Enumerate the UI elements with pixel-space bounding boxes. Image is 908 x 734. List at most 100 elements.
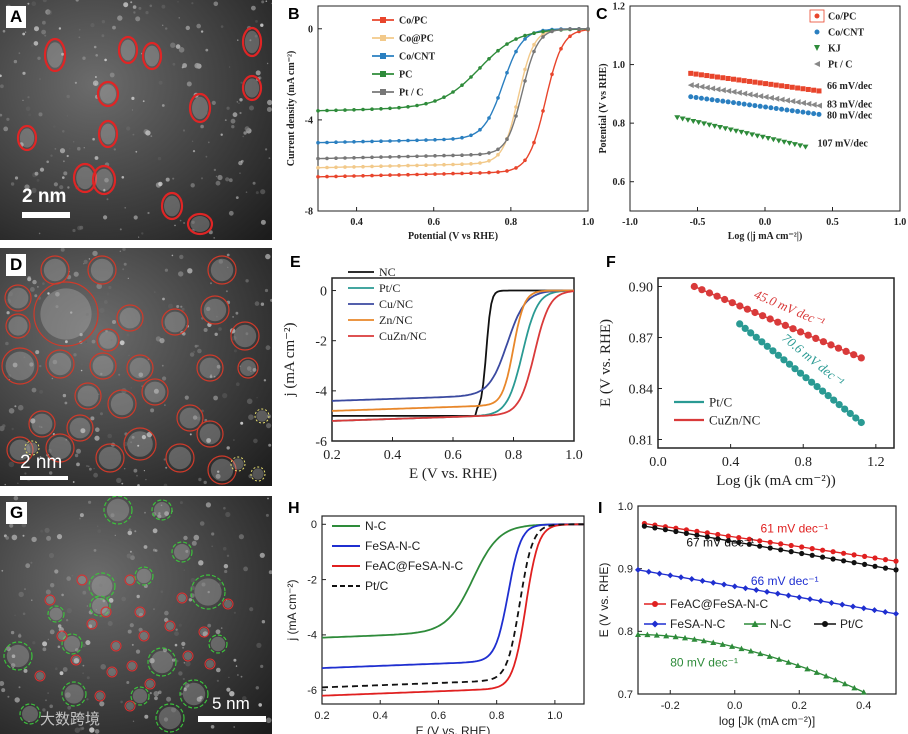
atom-speckle — [66, 576, 71, 581]
slope-label: 66 mV dec⁻¹ — [751, 574, 819, 588]
cluster-spot — [252, 468, 264, 480]
atom-speckle — [72, 228, 76, 233]
atom-speckle — [238, 102, 240, 104]
marker-circle — [176, 592, 188, 604]
series-marker — [406, 154, 410, 159]
atom-speckle — [70, 311, 73, 314]
series-marker — [487, 151, 491, 155]
atom-speckle — [64, 401, 68, 405]
cluster-spot — [210, 258, 234, 282]
series-marker — [743, 131, 750, 137]
atom-speckle — [46, 535, 52, 541]
series-marker — [690, 282, 698, 291]
series-marker — [379, 139, 383, 143]
atom-speckle — [51, 377, 54, 380]
atom-speckle — [165, 466, 168, 469]
atom-speckle — [86, 676, 90, 680]
atom-speckle — [154, 696, 158, 701]
atom-speckle — [131, 643, 134, 646]
atom-speckle — [251, 5, 256, 11]
series-marker — [653, 632, 660, 638]
slope-label: 45.0 mV dec⁻¹ — [752, 286, 827, 329]
series-marker — [433, 163, 437, 167]
series-marker — [316, 156, 320, 161]
series-marker — [807, 596, 813, 603]
series-marker — [433, 154, 437, 158]
atom-speckle — [75, 0, 79, 2]
atom-speckle — [119, 340, 125, 346]
series-marker — [397, 164, 401, 168]
atom-speckle — [31, 44, 34, 47]
x-tick-label: 0.8 — [794, 455, 812, 470]
cluster-spot — [72, 656, 80, 664]
series-marker — [460, 83, 464, 87]
atom-speckle — [5, 646, 11, 652]
atom-speckle — [25, 106, 31, 112]
atom-speckle — [61, 593, 64, 597]
cluster-spot — [96, 692, 104, 700]
series-marker — [514, 105, 518, 109]
atom-speckle — [270, 298, 272, 302]
series-marker — [352, 140, 356, 144]
marker-circle — [106, 666, 118, 678]
panel-label-f: F — [606, 254, 616, 271]
atom-speckle — [31, 187, 37, 193]
series-marker — [397, 154, 401, 159]
legend-label: Co@PC — [399, 34, 434, 45]
series-marker — [514, 49, 518, 54]
marker-circle — [47, 605, 65, 623]
atom-speckle — [216, 679, 219, 682]
cluster-spot — [112, 642, 120, 650]
atom-speckle — [126, 126, 131, 131]
atom-speckle — [92, 137, 95, 141]
atom-speckle — [61, 52, 65, 56]
cluster-spot — [244, 30, 260, 54]
cluster-spot — [233, 324, 257, 348]
atom-speckle — [47, 692, 49, 694]
y-tick-label: -8 — [305, 207, 313, 218]
atom-speckle — [226, 106, 230, 110]
atom-speckle — [160, 504, 163, 507]
atom-speckle — [162, 24, 164, 26]
atom-speckle — [211, 545, 213, 548]
atom-speckle — [145, 130, 151, 136]
atom-speckle — [77, 225, 82, 231]
series-marker — [753, 587, 760, 594]
atom-speckle — [54, 569, 59, 574]
atom-speckle — [246, 398, 253, 405]
atom-speckle — [270, 2, 272, 5]
atom-speckle — [50, 583, 55, 588]
atom-speckle — [130, 387, 133, 389]
atom-speckle — [138, 627, 143, 632]
atom-speckle — [150, 135, 153, 138]
atom-speckle — [3, 126, 9, 132]
atom-speckle — [44, 527, 50, 533]
series-marker — [725, 533, 731, 539]
series-marker — [406, 172, 410, 177]
atom-speckle — [34, 294, 38, 298]
y-tick-label: -4 — [307, 630, 317, 642]
atom-speckle — [196, 23, 201, 29]
marker-circle — [124, 700, 136, 712]
chart-b: 0.4 0.6 0.8 1.0 0 -4 -8 Potential (V vs RHE) Cur… — [286, 5, 594, 242]
series-marker — [442, 172, 446, 176]
marker-circle — [94, 690, 106, 702]
marker-circle — [176, 404, 204, 432]
atom-speckle — [71, 574, 74, 577]
series-marker — [746, 536, 752, 542]
series-marker — [811, 87, 817, 93]
atom-speckle — [226, 446, 230, 450]
atom-speckle — [152, 528, 158, 534]
series-marker — [797, 328, 805, 336]
atom-speckle — [2, 29, 6, 33]
series-marker — [804, 331, 812, 339]
series-marker — [406, 138, 410, 143]
cluster-spot — [190, 216, 210, 232]
series-marker — [714, 74, 720, 80]
x-tick-label: 0.5 — [826, 217, 839, 228]
series-marker — [478, 171, 482, 175]
cluster-spot — [90, 258, 114, 282]
series-marker — [783, 97, 790, 104]
atom-speckle — [4, 483, 6, 486]
atom-speckle — [268, 157, 271, 160]
